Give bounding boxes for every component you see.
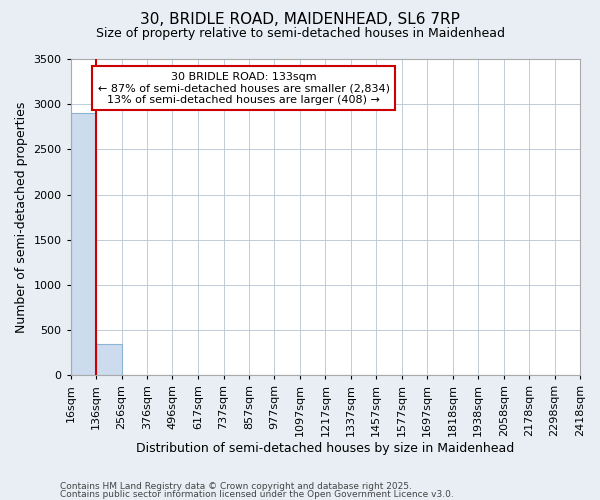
X-axis label: Distribution of semi-detached houses by size in Maidenhead: Distribution of semi-detached houses by … [136,442,514,455]
Y-axis label: Number of semi-detached properties: Number of semi-detached properties [15,102,28,333]
Bar [96,344,122,375]
Text: Size of property relative to semi-detached houses in Maidenhead: Size of property relative to semi-detach… [95,28,505,40]
Text: Contains HM Land Registry data © Crown copyright and database right 2025.: Contains HM Land Registry data © Crown c… [60,482,412,491]
Text: Contains public sector information licensed under the Open Government Licence v3: Contains public sector information licen… [60,490,454,499]
Text: 30 BRIDLE ROAD: 133sqm
← 87% of semi-detached houses are smaller (2,834)
13% of : 30 BRIDLE ROAD: 133sqm ← 87% of semi-det… [98,72,390,105]
Bar [71,113,96,375]
Text: 30, BRIDLE ROAD, MAIDENHEAD, SL6 7RP: 30, BRIDLE ROAD, MAIDENHEAD, SL6 7RP [140,12,460,28]
